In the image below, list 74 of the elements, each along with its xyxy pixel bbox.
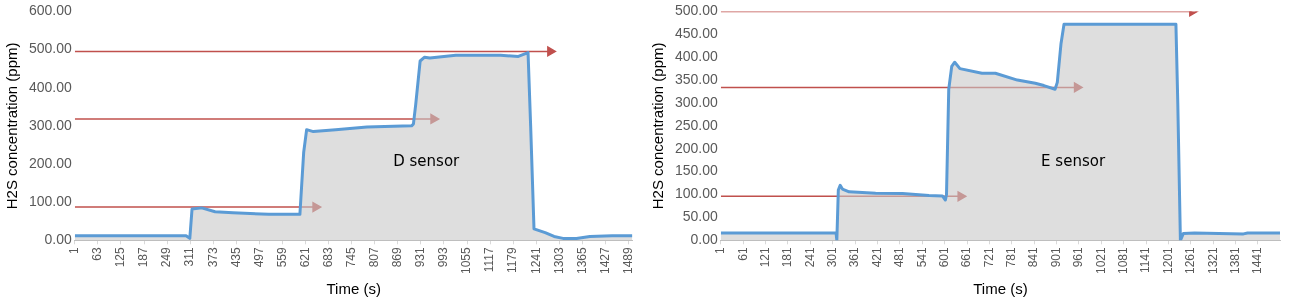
- x-tick-label: 781: [1004, 246, 1019, 268]
- x-tick-label: 901: [1048, 246, 1063, 268]
- x-tick-label: 1021: [1093, 246, 1108, 275]
- x-tick-label: 311: [182, 246, 197, 267]
- y-tick-label: 0.00: [690, 231, 719, 248]
- x-tick-label: 421: [869, 246, 884, 268]
- x-tick-label: 661: [959, 246, 974, 268]
- y-tick-label: 500.00: [28, 40, 73, 57]
- y-tick-label: 0.00: [44, 231, 73, 248]
- x-tick-label: 1141: [1138, 246, 1153, 274]
- y-tick-label: 500.00: [674, 2, 719, 19]
- x-tick-label: 1365: [574, 246, 589, 275]
- x-tick-label: 361: [847, 246, 862, 268]
- y-tick-label: 300.00: [28, 116, 73, 133]
- x-tick-label: 61: [735, 246, 750, 261]
- x-tick-label: 1081: [1116, 246, 1131, 275]
- x-tick-label: 435: [228, 246, 243, 268]
- x-tick-label: 601: [936, 246, 951, 268]
- x-tick-label: 181: [780, 246, 795, 268]
- x-tick-label: 1241: [528, 246, 543, 275]
- x-tick-label: 1427: [597, 246, 612, 275]
- annotation: E sensor: [1041, 152, 1106, 171]
- annotation: D sensor: [393, 152, 461, 171]
- x-tick-label: 481: [892, 246, 907, 268]
- x-tick-label: 63: [90, 246, 105, 261]
- x-tick-label: 1055: [459, 246, 474, 275]
- x-tick-label: 1117: [482, 246, 497, 273]
- x-tick-label: 1441: [1250, 246, 1265, 275]
- y-axis-title: H2S concentration (ppm): [3, 42, 21, 210]
- x-tick-label: 1: [713, 246, 728, 254]
- y-tick-label: 200.00: [28, 154, 73, 171]
- x-tick-label: 241: [802, 246, 817, 268]
- x-tick-label: 1201: [1160, 246, 1175, 275]
- y-axis-title: H2S concentration (ppm): [649, 42, 667, 210]
- x-tick-label: 745: [343, 246, 358, 268]
- x-tick-label: 373: [205, 246, 220, 268]
- y-tick-label: 450.00: [674, 25, 719, 42]
- y-tick-label: 250.00: [674, 116, 719, 133]
- x-axis-title: Time (s): [326, 280, 381, 298]
- x-tick-label: 961: [1071, 246, 1086, 268]
- x-tick-label: 249: [159, 246, 174, 268]
- x-tick-label: 301: [825, 246, 840, 268]
- x-tick-label: 869: [390, 246, 405, 268]
- x-tick-label: 541: [914, 246, 929, 268]
- x-tick-label: 497: [251, 246, 266, 268]
- y-tick-label: 100.00: [674, 185, 719, 202]
- x-tick-label: 1261: [1183, 246, 1198, 275]
- x-tick-label: 559: [274, 246, 289, 268]
- y-tick-label: 400.00: [674, 48, 719, 65]
- x-tick-label: 187: [136, 246, 151, 268]
- y-tick-label: 200.00: [674, 139, 719, 156]
- x-tick-label: 1: [67, 246, 82, 254]
- x-tick-label: 121: [757, 246, 772, 268]
- x-tick-label: 125: [113, 246, 128, 268]
- x-tick-label: 931: [413, 246, 428, 268]
- x-tick-label: 1303: [551, 246, 566, 275]
- y-tick-label: 600.00: [28, 2, 73, 19]
- y-tick-label: 350.00: [674, 70, 719, 87]
- x-tick-label: 841: [1026, 246, 1041, 268]
- x-tick-label: 807: [367, 246, 382, 268]
- y-tick-label: 100.00: [28, 193, 73, 210]
- x-tick-label: 621: [297, 246, 312, 268]
- x-tick-label: 1179: [505, 246, 520, 274]
- x-tick-label: 683: [320, 246, 335, 268]
- y-tick-label: 400.00: [28, 78, 73, 95]
- x-tick-label: 993: [436, 246, 451, 268]
- x-axis-title: Time (s): [973, 280, 1028, 298]
- x-tick-label: 1489: [620, 246, 635, 275]
- x-tick-label: 1381: [1227, 246, 1242, 275]
- y-tick-label: 50.00: [682, 208, 719, 225]
- x-tick-label: 1321: [1205, 246, 1220, 275]
- y-tick-label: 150.00: [674, 162, 719, 179]
- y-tick-label: 300.00: [674, 93, 719, 110]
- x-tick-label: 721: [981, 246, 996, 268]
